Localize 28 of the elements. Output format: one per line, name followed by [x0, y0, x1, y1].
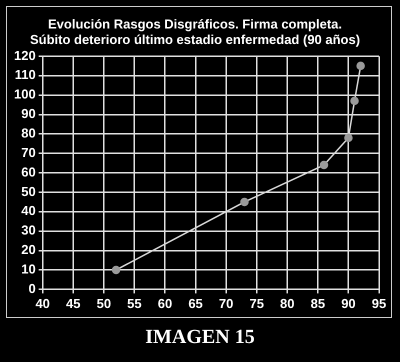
y-tick-label: 120	[14, 48, 36, 63]
y-tick-label: 30	[21, 222, 36, 238]
y-tick-label: 100	[14, 86, 36, 102]
y-tick-label: 10	[21, 262, 36, 277]
y-tick-label: 40	[21, 203, 36, 218]
y-tick-label: 60	[21, 164, 36, 180]
y-tick-label: 90	[21, 106, 36, 122]
y-tick-label: 20	[21, 242, 36, 258]
y-tick-label: 50	[21, 184, 36, 199]
y-tick-label: 0	[28, 280, 36, 296]
y-tick-label: 110	[14, 67, 36, 82]
x-tick-label: 80	[280, 296, 295, 311]
text: Súbito deterioro último estadio enfermedad (90 años)	[30, 32, 360, 47]
x-tick-label: 95	[372, 296, 386, 311]
x-tick-label: 65	[188, 296, 203, 311]
x-tick-label: 85	[310, 296, 326, 311]
x-tick-label: 60	[158, 296, 172, 311]
x-tick-label: 40	[35, 296, 50, 311]
x-tick-label: 75	[249, 296, 264, 311]
y-tick-label: 80	[21, 126, 36, 141]
x-tick-label: 45	[66, 296, 80, 311]
x-tick-label: 50	[96, 296, 112, 311]
x-tick-label: 90	[341, 296, 356, 311]
x-tick-label: 70	[218, 296, 234, 311]
y-tick-label: 70	[21, 144, 36, 160]
x-tick-label: 55	[127, 296, 142, 311]
text: IMAGEN 15	[144, 326, 256, 349]
text: Evolución Rasgos Disgráficos. Firma completa.	[48, 16, 342, 32]
